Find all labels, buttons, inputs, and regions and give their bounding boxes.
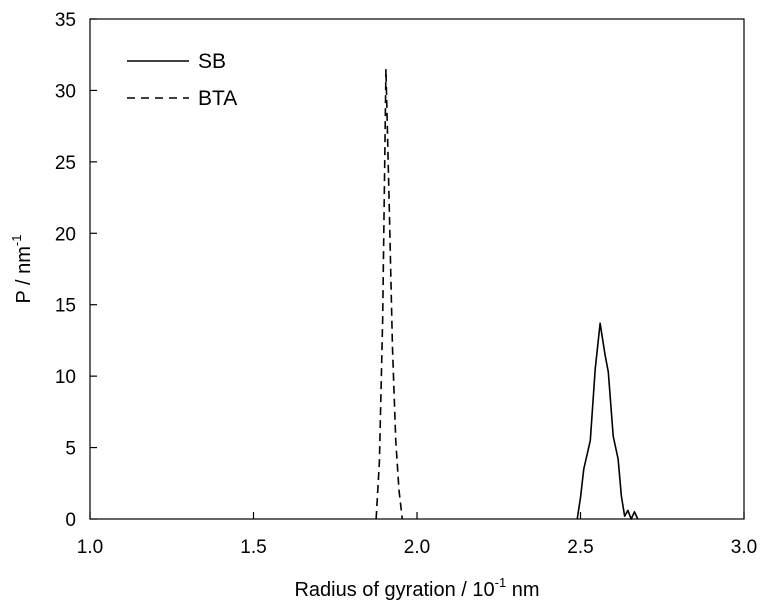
x-tick-label: 2.5 xyxy=(567,537,593,558)
x-axis-title-tail: nm xyxy=(506,579,539,601)
series-layer xyxy=(375,68,639,520)
y-tick-label: 15 xyxy=(55,296,76,317)
x-axis-title-sup: -1 xyxy=(495,575,507,590)
x-axis-title-main: Radius of gyration / 10 xyxy=(294,579,494,601)
y-axis-title-main: P / nm xyxy=(13,246,35,303)
y-axis-title: P / nm-1 xyxy=(9,235,35,304)
legend: SB BTA xyxy=(127,50,237,110)
legend-label-bta: BTA xyxy=(198,87,237,110)
x-axis-ticks: 1.0 1.5 2.0 2.5 3.0 xyxy=(77,512,757,558)
x-tick-label: 3.0 xyxy=(731,537,757,558)
y-tick-label: 30 xyxy=(55,81,76,102)
x-tick-label: 1.0 xyxy=(77,537,103,558)
series-line-bta xyxy=(375,68,404,520)
y-tick-label: 5 xyxy=(65,439,76,460)
y-tick-label: 25 xyxy=(55,153,76,174)
x-tick-label: 1.5 xyxy=(240,537,266,558)
y-tick-label: 35 xyxy=(55,10,76,31)
y-axis-ticks: 0 5 10 15 20 25 30 35 xyxy=(55,10,97,531)
x-tick-label: 2.0 xyxy=(404,537,430,558)
y-tick-label: 10 xyxy=(55,367,76,388)
series-line-sb xyxy=(576,322,639,520)
x-axis-title: Radius of gyration / 10-1 nm xyxy=(294,575,539,601)
plot-frame xyxy=(89,18,745,520)
y-tick-label: 20 xyxy=(55,224,76,245)
legend-label-sb: SB xyxy=(198,50,226,73)
y-tick-label: 0 xyxy=(65,510,76,531)
y-axis-title-sup: -1 xyxy=(9,235,24,247)
